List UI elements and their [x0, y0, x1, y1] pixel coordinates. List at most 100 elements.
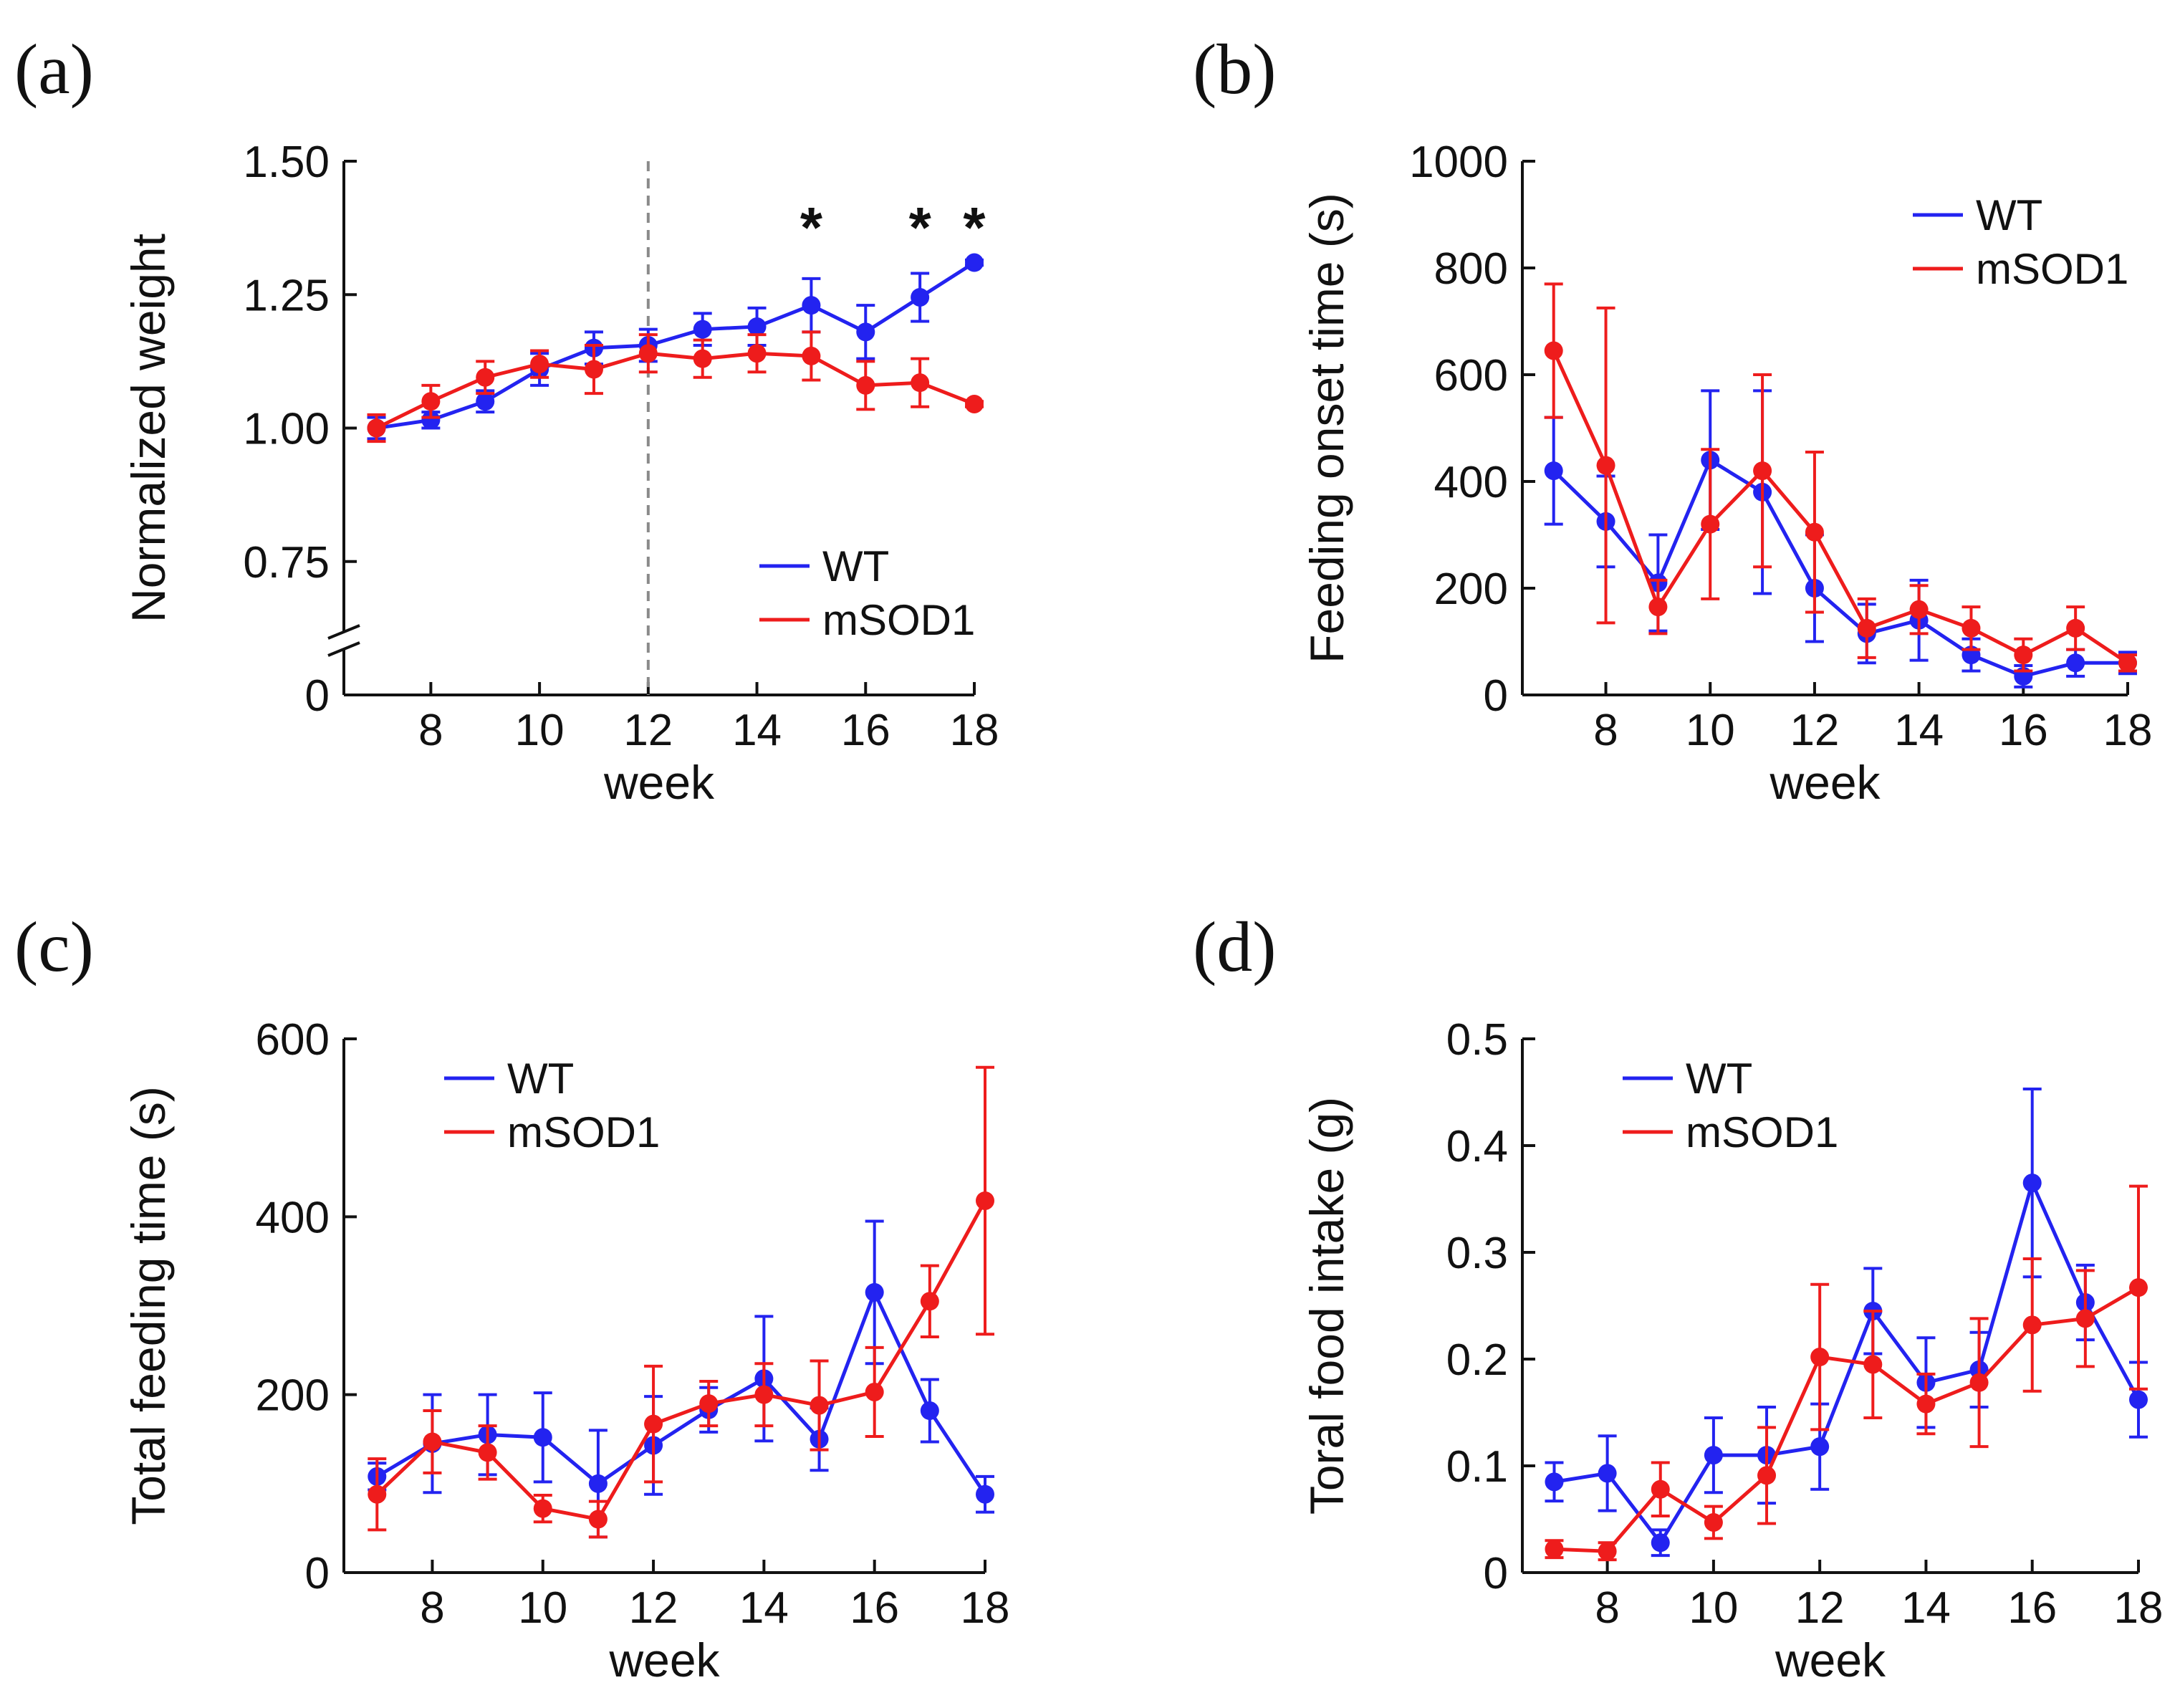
chart-2-x-axis-label: week — [608, 1633, 720, 1687]
chart-0-series-msod1-point — [802, 346, 821, 365]
chart-2-series-msod1-point — [368, 1484, 387, 1504]
chart-3-series-msod1-point — [1916, 1394, 1936, 1414]
chart-1-x-tick-label: 14 — [1894, 706, 1944, 755]
chart-1-y-tick-label: 800 — [1434, 244, 1508, 294]
chart-1-panel-label: (b) — [1193, 29, 1277, 109]
chart-0-series-wt-point — [911, 287, 930, 307]
chart-3-x-tick-label: 8 — [1595, 1583, 1619, 1633]
chart-0-y-axis-label: Normalized weight — [122, 234, 175, 623]
panel-d: (d) 0 0.1 0.2 0.3 0.4 0.5 8 10 12 14 16 18 week Toral … — [1193, 907, 2163, 1687]
chart-0-significance-star: * — [909, 196, 932, 259]
chart-2-series-wt-line — [376, 1287, 987, 1496]
chart-0-significance-star: * — [800, 196, 823, 259]
chart-0-legend-label-wt: WT — [822, 542, 889, 590]
chart-2-series-msod1-point — [920, 1292, 939, 1311]
chart-1-series-msod1-line — [1552, 350, 2129, 665]
chart-2-series-msod1-point — [754, 1385, 774, 1404]
chart-3-y-tick-label: 0.2 — [1446, 1335, 1508, 1385]
chart-3-series-wt-point — [1545, 1472, 1564, 1492]
chart-2-legend-label-msod1: mSOD1 — [507, 1108, 660, 1156]
chart-1-series-msod1-point — [1596, 456, 1615, 475]
chart-1-x-tick-label: 10 — [1686, 706, 1735, 755]
chart-3-series-wt-point — [1704, 1446, 1723, 1465]
chart-2-x-tick-label: 18 — [961, 1583, 1010, 1633]
chart-1-x-tick-label: 18 — [2103, 706, 2153, 755]
chart-2-series-msod1-point — [533, 1499, 552, 1518]
chart-0-series-msod1-point — [965, 394, 984, 413]
chart-3-legend-label-wt: WT — [1686, 1055, 1752, 1103]
chart-3-y-tick-label: 0.5 — [1446, 1015, 1508, 1065]
chart-0-series-wt-point — [802, 296, 821, 315]
chart-0-axis-break-mark-2 — [327, 641, 360, 657]
chart-1-series-msod1-point — [1805, 522, 1824, 542]
chart-0-series-wt-point — [856, 322, 875, 342]
chart-2-y-tick-label: 600 — [256, 1015, 330, 1065]
chart-0-y-tick-label: 1.50 — [243, 138, 330, 187]
chart-2-series-wt-point — [533, 1428, 552, 1447]
chart-2-y-axis-label: Total feeding time (s) — [122, 1086, 175, 1525]
chart-1-y-tick-label: 600 — [1434, 351, 1508, 400]
chart-3-legend-label-msod1: mSOD1 — [1686, 1108, 1838, 1156]
chart-0-legend-label-msod1: mSOD1 — [822, 596, 975, 644]
chart-2-series-msod1-point — [865, 1382, 884, 1401]
chart-3-x-tick-label: 16 — [2007, 1583, 2057, 1633]
chart-3-series-msod1-point — [1810, 1348, 1830, 1367]
chart-0-series-wt-point — [693, 320, 712, 339]
chart-3-series-msod1-point — [1863, 1355, 1883, 1374]
chart-2-x-tick-label: 16 — [850, 1583, 899, 1633]
chart-0-significance-star: * — [963, 196, 986, 259]
chart-2-panel-label: (c) — [14, 907, 94, 987]
chart-0-series-msod1-point — [530, 355, 549, 374]
chart-3-series-wt-point — [1651, 1533, 1670, 1553]
chart-3-series-wt-point — [1810, 1437, 1830, 1457]
chart-0-x-axis-label: week — [603, 756, 715, 809]
chart-3-series-msod1-point — [1757, 1466, 1777, 1485]
chart-1-series-msod1-point — [1544, 341, 1563, 360]
chart-3-series-msod1-point — [1704, 1512, 1723, 1532]
panel-b: (b) 0 200 400 600 800 1000 8 10 12 14 16 18 week Feedi… — [1193, 29, 2152, 809]
chart-3-x-axis-label: week — [1775, 1633, 1886, 1687]
chart-1-series-msod1-point — [1909, 600, 1929, 619]
chart-3-panel-label: (d) — [1193, 907, 1277, 987]
chart-3-x-tick-label: 10 — [1689, 1583, 1738, 1633]
chart-1-series-msod1-point — [1753, 461, 1772, 481]
chart-0-series-msod1-line — [375, 351, 975, 430]
chart-2-y-tick-label: 0 — [305, 1549, 330, 1598]
chart-3-series-msod1-line — [1554, 1286, 2140, 1553]
chart-3-y-tick-label: 0.4 — [1446, 1122, 1508, 1171]
chart-1-series-msod1-point — [1648, 598, 1668, 617]
chart-3-series-wt-line — [1554, 1177, 2141, 1546]
chart-2-legend-label-wt: WT — [507, 1055, 574, 1103]
chart-0-series-msod1-point — [747, 344, 767, 363]
chart-3-series-msod1-point — [2129, 1278, 2148, 1297]
chart-2-series-msod1-point — [810, 1396, 829, 1415]
chart-0-y-tick-label: 0.75 — [243, 538, 330, 587]
chart-0-x-tick-label: 10 — [515, 706, 565, 755]
chart-2-series-msod1-point — [423, 1432, 442, 1452]
chart-0-x-tick-label: 18 — [950, 706, 999, 755]
chart-3-series-msod1-point — [1598, 1542, 1617, 1561]
chart-3-series-wt-point — [2129, 1390, 2148, 1409]
chart-2-series-wt-point — [976, 1484, 994, 1504]
chart-1-x-tick-label: 12 — [1790, 706, 1839, 755]
chart-2-y-tick-label: 400 — [256, 1193, 330, 1242]
chart-3-series-msod1-point — [2075, 1309, 2095, 1328]
chart-3-y-tick-label: 0.1 — [1446, 1442, 1508, 1492]
chart-1-series-msod1-point — [1961, 618, 1981, 638]
chart-2-series-msod1-point — [478, 1443, 497, 1462]
chart-3-x-tick-label: 18 — [2114, 1583, 2164, 1633]
chart-1-y-tick-label: 200 — [1434, 565, 1508, 614]
chart-0-series-wt-point — [421, 411, 441, 430]
chart-1-x-tick-label: 16 — [1999, 706, 2048, 755]
chart-0-series-wt-point — [965, 253, 984, 272]
chart-1-x-axis-label: week — [1769, 756, 1881, 809]
chart-1-y-tick-label: 0 — [1484, 671, 1508, 721]
chart-0-y-tick-label: 0 — [305, 671, 330, 721]
chart-3-series-msod1-point — [1651, 1479, 1670, 1499]
chart-0-series-msod1-point — [367, 418, 386, 438]
chart-3-series-msod1-point — [1545, 1540, 1564, 1559]
chart-2-series-msod1-line — [375, 1199, 987, 1522]
chart-3-x-tick-label: 14 — [1901, 1583, 1951, 1633]
chart-0-series-wt-line — [376, 261, 976, 430]
